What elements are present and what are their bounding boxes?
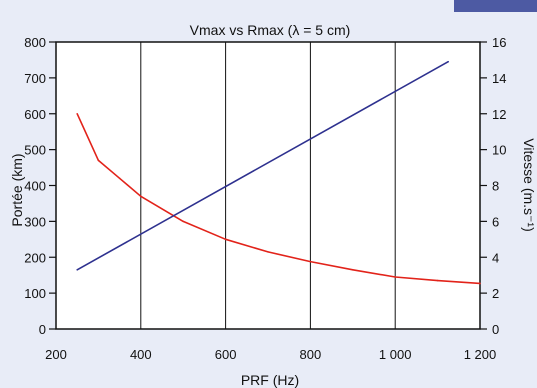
data-point-portee <box>479 282 481 285</box>
corner-tab <box>454 0 537 12</box>
grid-lines <box>140 42 396 329</box>
plot-area <box>55 41 481 330</box>
series-line-vitesse <box>76 61 449 271</box>
data-point-portee <box>224 238 227 241</box>
y-left-tick-label: 500 <box>24 143 46 158</box>
y-left-tick-label: 800 <box>24 35 46 50</box>
y-right-tick-label: 10 <box>492 143 506 158</box>
y-axis-left-title: Portée (km) <box>9 153 25 226</box>
y-axis-right-title: Vitesse (m.s⁻¹) <box>521 138 537 231</box>
x-tick-label: 400 <box>130 347 152 362</box>
data-point-portee <box>182 220 184 223</box>
y-left-tick-label: 600 <box>24 107 46 122</box>
y-left-tick-label: 700 <box>24 71 46 86</box>
y-right-tick-label: 6 <box>492 214 499 229</box>
chart-title: Vmax vs Rmax (λ = 5 cm) <box>190 22 351 38</box>
data-point-portee <box>97 159 100 162</box>
y-left-tick-label: 0 <box>39 322 46 337</box>
y-right-tick-label: 0 <box>492 322 499 337</box>
y-right-tick-label: 4 <box>492 250 499 265</box>
series-line-portee <box>76 113 481 285</box>
y-left-tick-label: 400 <box>24 179 46 194</box>
y-right-tick-label: 12 <box>492 107 506 122</box>
y-left-tick-label: 200 <box>24 250 46 265</box>
data-point-portee <box>267 251 269 253</box>
y-left-tick-label: 100 <box>24 286 46 301</box>
y-right-tick-label: 8 <box>492 179 499 194</box>
data-point-portee <box>118 177 121 180</box>
y-left-tick-label: 300 <box>24 214 46 229</box>
y-right-tick-label: 2 <box>492 286 499 301</box>
y-right-tick-label: 16 <box>492 35 506 50</box>
data-point-portee <box>76 112 78 115</box>
x-tick-label: 200 <box>45 347 67 362</box>
data-point-portee <box>352 269 354 271</box>
data-point-vitesse <box>76 269 78 271</box>
data-point-portee <box>309 260 312 263</box>
x-tick-label: 800 <box>300 347 322 362</box>
x-tick-label: 600 <box>215 347 237 362</box>
x-tick-label: 1 000 <box>379 347 412 362</box>
series-lines <box>76 60 481 285</box>
x-tick-label: 1 200 <box>464 347 497 362</box>
data-point-portee <box>394 276 397 278</box>
y-right-tick-label: 14 <box>492 71 506 86</box>
data-point-portee <box>140 195 142 198</box>
data-point-vitesse <box>447 60 450 63</box>
x-axis-title: PRF (Hz) <box>241 372 299 388</box>
data-point-portee <box>436 279 439 282</box>
axis-ticks: 200 400 600 800 1 000 1 200010020030040050060… <box>24 35 506 362</box>
